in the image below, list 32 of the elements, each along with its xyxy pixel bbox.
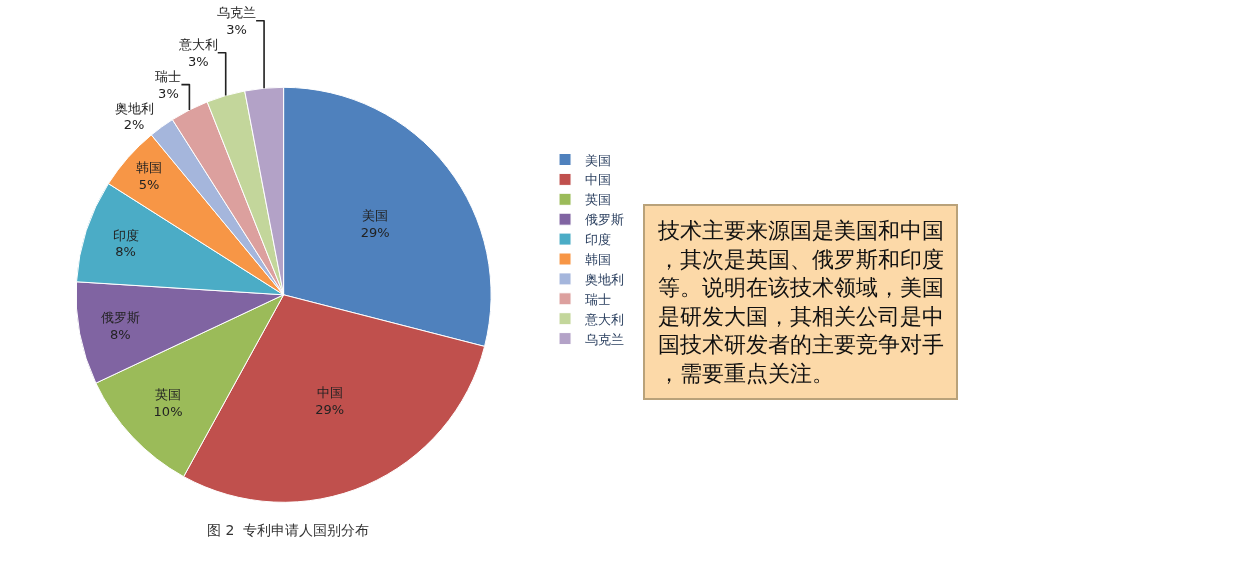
data-label: 2% (123, 117, 145, 133)
legend-label: 美国 (585, 152, 612, 168)
slice-label: 意大利 (177, 36, 218, 52)
legend-label: 奥地利 (585, 271, 625, 287)
legend-label: 俄罗斯 (585, 212, 625, 228)
data-label: 10% (153, 404, 183, 420)
data-label: 5% (138, 177, 160, 193)
slice-label: 乌克兰 (217, 4, 257, 20)
slice-label: 印度 (112, 227, 139, 243)
legend-label: 意大利 (584, 311, 625, 327)
slice-label: 俄罗斯 (100, 309, 140, 325)
legend-label: 印度 (585, 232, 612, 248)
data-label: 3% (158, 85, 179, 101)
legend-label: 英国 (585, 192, 612, 208)
slice-label: 英国 (155, 387, 182, 403)
slice-label: 韩国 (136, 160, 163, 176)
legend-label: 乌克兰 (585, 331, 625, 347)
data-label: 3% (226, 21, 247, 37)
slice-label: 奥地利 (114, 100, 154, 116)
data-label: 8% (115, 244, 136, 260)
slice-label: 中国 (316, 385, 343, 401)
data-label: 3% (187, 53, 209, 69)
legend-label: 中国 (585, 172, 612, 188)
slice-label: 瑞士 (155, 68, 182, 84)
slice-label: 美国 (362, 207, 389, 223)
caption: 图 2 专利申请人国别分布 (207, 522, 370, 538)
legend-label: 韩国 (585, 252, 612, 268)
data-label: 29% (315, 402, 345, 418)
data-label: 8% (110, 326, 131, 342)
data-label: 29% (360, 224, 390, 240)
text: 技术主要来源国是美国和中国，其次是英国、俄罗斯和印度等。说明在该技术领域，美国是研发大国，其相关公司是中国技术研发者的主要竞争对手，需要重点关注。 (657, 218, 944, 386)
legend-label: 瑞士 (585, 291, 612, 307)
